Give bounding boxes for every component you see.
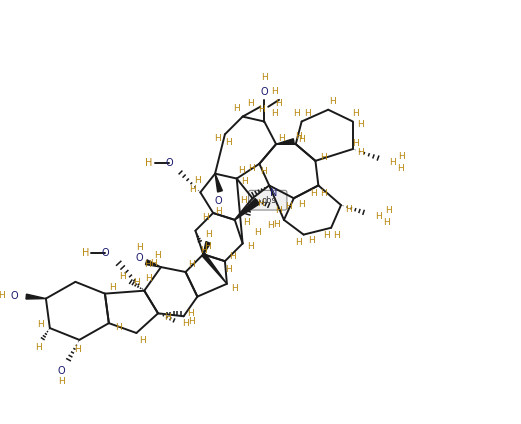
- Polygon shape: [235, 198, 259, 220]
- Text: H: H: [248, 164, 255, 173]
- Text: H: H: [286, 201, 292, 211]
- Text: H: H: [295, 132, 302, 141]
- Text: H: H: [257, 199, 264, 208]
- Text: H: H: [271, 87, 278, 97]
- Text: H: H: [82, 248, 89, 258]
- Text: O: O: [135, 253, 143, 263]
- Text: H: H: [396, 164, 403, 173]
- Text: H: H: [385, 206, 392, 215]
- Polygon shape: [145, 260, 161, 267]
- Text: H: H: [241, 177, 248, 186]
- Text: H: H: [383, 218, 390, 227]
- Text: H: H: [202, 213, 208, 223]
- Text: H: H: [226, 265, 232, 273]
- Text: H: H: [119, 272, 126, 282]
- Text: H: H: [254, 228, 261, 237]
- Text: H: H: [0, 291, 5, 300]
- Text: H: H: [188, 259, 195, 269]
- FancyBboxPatch shape: [249, 190, 287, 210]
- Text: H: H: [144, 158, 152, 168]
- Text: O: O: [101, 248, 109, 258]
- Text: H: H: [267, 221, 274, 230]
- Text: H: H: [150, 259, 156, 268]
- Polygon shape: [26, 294, 46, 299]
- Text: H: H: [258, 105, 265, 114]
- Text: H: H: [238, 166, 245, 175]
- Text: H: H: [275, 99, 281, 108]
- Text: H: H: [310, 189, 317, 198]
- Text: H: H: [139, 336, 146, 346]
- Text: H: H: [375, 212, 382, 221]
- Text: H: H: [247, 242, 254, 251]
- Text: H: H: [261, 73, 268, 82]
- Text: O: O: [165, 158, 172, 168]
- Text: H: H: [272, 220, 279, 229]
- Text: O: O: [260, 87, 268, 97]
- Polygon shape: [215, 174, 222, 192]
- Text: H: H: [145, 274, 152, 283]
- Text: H: H: [240, 196, 247, 205]
- Text: H: H: [352, 139, 359, 148]
- Text: H: H: [189, 185, 196, 194]
- Text: H: H: [243, 218, 250, 227]
- Text: H: H: [399, 152, 405, 162]
- Text: H: H: [357, 148, 364, 157]
- Text: H: H: [308, 236, 315, 245]
- Polygon shape: [203, 242, 210, 254]
- Text: H: H: [295, 238, 302, 247]
- Text: H: H: [275, 206, 281, 215]
- Text: H: H: [200, 246, 207, 255]
- Polygon shape: [276, 139, 294, 144]
- Text: H: H: [320, 189, 327, 198]
- Text: O: O: [10, 290, 18, 301]
- Text: H: H: [144, 259, 151, 269]
- Text: H: H: [133, 278, 140, 287]
- Text: H: H: [204, 242, 210, 251]
- Text: H: H: [182, 319, 189, 328]
- Text: H: H: [214, 134, 220, 143]
- Text: H: H: [226, 138, 232, 147]
- Text: H: H: [231, 284, 238, 293]
- Text: H: H: [320, 153, 327, 162]
- Text: H: H: [293, 109, 300, 118]
- Text: H: H: [333, 231, 340, 240]
- Text: H: H: [187, 309, 194, 318]
- Text: H: H: [36, 320, 43, 329]
- Text: obs: obs: [262, 196, 277, 205]
- Text: H: H: [389, 158, 395, 167]
- Text: H: H: [299, 135, 305, 144]
- Text: H: H: [352, 109, 359, 118]
- Text: H: H: [271, 109, 278, 118]
- Text: H: H: [115, 323, 122, 332]
- Text: H: H: [194, 176, 201, 185]
- Text: H: H: [345, 204, 352, 214]
- Text: H: H: [35, 343, 41, 352]
- Text: H: H: [205, 230, 212, 239]
- Text: H: H: [329, 98, 336, 106]
- Text: H: H: [357, 120, 364, 129]
- Text: H: H: [188, 317, 195, 326]
- Text: H: H: [304, 109, 311, 118]
- Text: H: H: [74, 345, 81, 354]
- Text: H: H: [233, 104, 240, 113]
- Text: H: H: [279, 134, 286, 143]
- Text: N: N: [270, 188, 278, 198]
- Polygon shape: [202, 253, 227, 284]
- Text: H: H: [154, 251, 160, 260]
- Text: H: H: [229, 252, 236, 261]
- Text: O: O: [58, 366, 66, 377]
- Text: H: H: [165, 313, 171, 322]
- Text: H: H: [58, 377, 65, 386]
- Text: H: H: [247, 99, 254, 108]
- Text: O: O: [214, 196, 222, 206]
- Text: H: H: [136, 243, 143, 252]
- Text: H: H: [299, 200, 305, 209]
- Text: H: H: [215, 206, 221, 215]
- Text: H: H: [109, 283, 116, 292]
- Text: H: H: [323, 231, 330, 240]
- Text: H: H: [260, 167, 267, 176]
